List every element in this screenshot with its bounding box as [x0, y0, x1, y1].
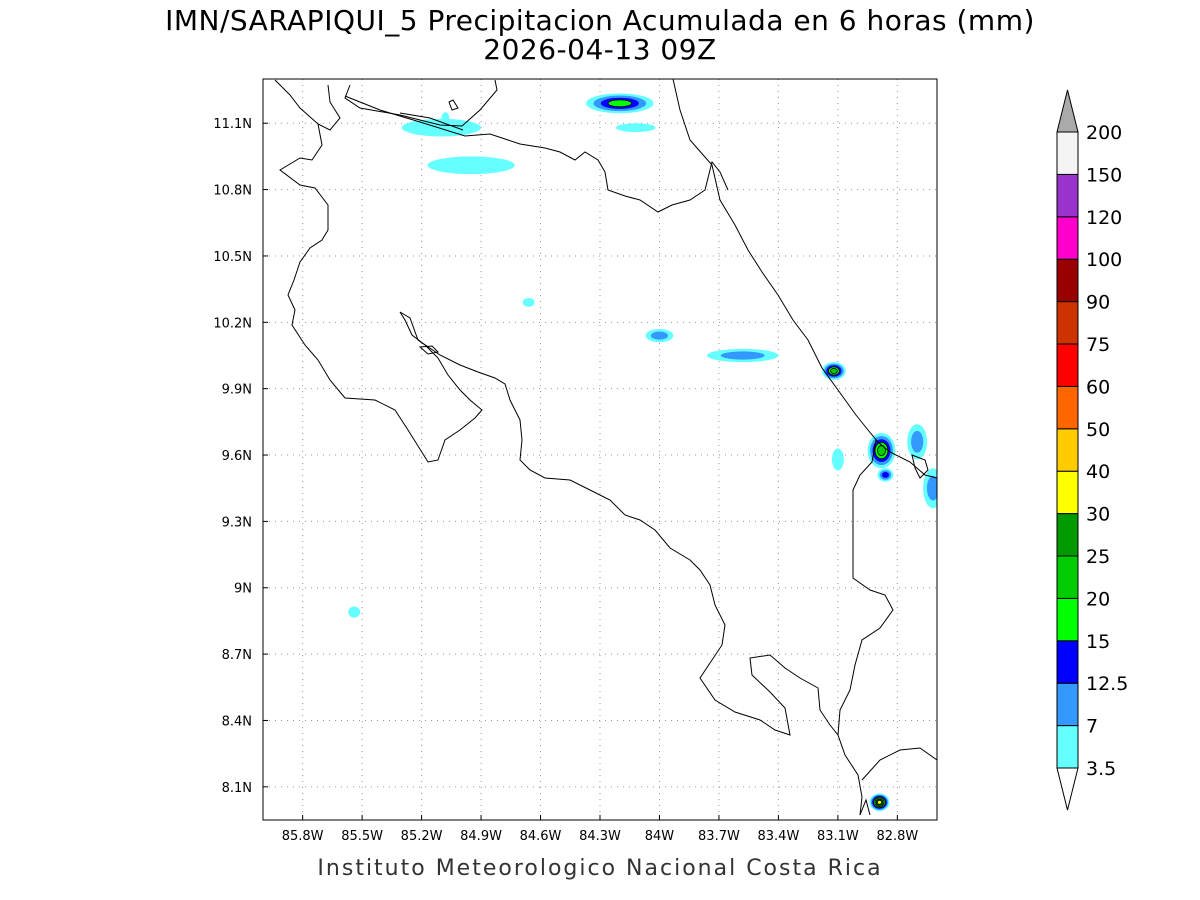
- lon-tick-label: 85.5W: [341, 829, 383, 844]
- lon-tick-label: 84.3W: [579, 829, 621, 844]
- colorbar-label: 50: [1086, 419, 1110, 441]
- northern-island: [448, 99, 459, 111]
- colorbar-label: 60: [1086, 376, 1110, 398]
- lake-nicaragua-shore: [399, 112, 464, 131]
- panama-coast-bottom: [859, 798, 871, 816]
- lat-tick-label: 10.2N: [213, 316, 252, 331]
- colorbar-swatch: [1056, 725, 1079, 769]
- lat-tick-label: 9.3N: [222, 515, 252, 530]
- precip-cell: [607, 99, 632, 108]
- colorbar-swatch: [1056, 258, 1079, 303]
- colorbar-label: 200: [1086, 122, 1122, 144]
- lat-tick-label: 10.5N: [213, 250, 252, 265]
- precip-cell: [615, 123, 656, 133]
- colorbar-swatch: [1056, 640, 1079, 684]
- colorbar-label: 15: [1086, 631, 1110, 653]
- lat-tick-label: 9N: [234, 582, 252, 597]
- colorbar-swatch: [1056, 301, 1079, 345]
- lat-tick-label: 8.7N: [222, 648, 252, 663]
- colorbar-swatch: [1056, 385, 1079, 430]
- lon-tick-label: 84W: [645, 829, 675, 844]
- colorbar-swatch: [1056, 555, 1079, 599]
- lon-tick-label: 85.8W: [282, 829, 324, 844]
- lon-tick-label: 84.6W: [520, 829, 562, 844]
- gulf-nicoya: [399, 311, 839, 736]
- coastline-borders: [274, 79, 937, 816]
- precip-cell: [650, 331, 669, 340]
- colorbar-label: 40: [1086, 461, 1110, 483]
- lat-tick-label: 8.4N: [222, 714, 252, 729]
- lon-tick-label: 84.9W: [460, 829, 502, 844]
- lon-tick-label: 83.7W: [698, 829, 740, 844]
- north-border: [344, 95, 729, 213]
- colorbar-label: 90: [1086, 292, 1110, 314]
- plot-frame: [262, 78, 938, 821]
- precip-cell: [911, 430, 924, 453]
- colorbar-swatch: [1056, 173, 1079, 218]
- precip-cell: [830, 368, 838, 374]
- precip-cell: [831, 448, 844, 471]
- map-title: IMN/SARAPIQUI_5 Precipitacion Acumulada …: [165, 4, 1035, 37]
- credit-text: Instituto Meteorologico Nacional Costa R…: [317, 856, 883, 881]
- colorbar-label: 100: [1086, 249, 1122, 271]
- precip-cell: [427, 156, 515, 175]
- caribbean-coast: [672, 79, 937, 479]
- latitude-tick-labels: 11.1N 10.8N 10.5N 10.2N 9.9N 9.6N 9.3N 9N 8.7N 8.…: [213, 117, 252, 796]
- precip-cell: [926, 475, 937, 501]
- colorbar-max-arrow: [1056, 89, 1079, 133]
- colorbar-swatch: [1056, 216, 1079, 260]
- colorbar-label: 7: [1086, 716, 1098, 738]
- colorbar-label: 150: [1086, 164, 1122, 186]
- colorbar-swatch: [1056, 343, 1079, 387]
- map-subtitle: 2026-04-13 09Z: [483, 33, 717, 66]
- nicaragua-border: [274, 79, 341, 131]
- colorbar-label: 120: [1086, 207, 1122, 229]
- lat-tick-label: 10.8N: [213, 184, 252, 199]
- colorbar-label: 3.5: [1086, 758, 1116, 780]
- colorbar-label: 25: [1086, 546, 1110, 568]
- lat-tick-label: 8.1N: [222, 781, 252, 796]
- lake-edge: [344, 79, 498, 127]
- bocas-del-toro: [911, 454, 929, 479]
- colorbar-label: 12.5: [1086, 673, 1128, 695]
- colorbar-legend: 3.5 7 12.5 15 20 25 30 40 50 60 75 90 100 120 150 200: [1056, 89, 1128, 811]
- lon-tick-label: 83.4W: [758, 829, 800, 844]
- precip-cell: [401, 118, 482, 137]
- precipitation-field: [348, 93, 937, 812]
- panama-coast-south: [861, 747, 937, 781]
- longitude-tick-labels: 85.8W 85.5W 85.2W 84.9W 84.6W 84.3W 84W 83.7W 83…: [282, 829, 919, 844]
- precip-cell: [522, 297, 535, 307]
- lat-tick-label: 11.1N: [213, 117, 252, 132]
- colorbar-swatch: [1056, 428, 1079, 472]
- lon-tick-label: 85.2W: [401, 829, 443, 844]
- panama-border: [837, 439, 894, 816]
- colorbar-swatch: [1056, 682, 1079, 727]
- lon-tick-label: 83.1W: [817, 829, 859, 844]
- precip-cell: [720, 351, 765, 360]
- colorbar-swatch: [1056, 513, 1079, 557]
- precip-cell: [881, 471, 889, 478]
- lat-tick-label: 9.9N: [222, 383, 252, 398]
- colorbar-label: 75: [1086, 334, 1110, 356]
- lon-tick-label: 82.8W: [876, 829, 918, 844]
- precip-cell: [877, 799, 882, 805]
- precip-cell: [348, 606, 361, 618]
- colorbar-swatch: [1056, 470, 1079, 515]
- colorbar-label: 30: [1086, 504, 1110, 526]
- colorbar-label: 20: [1086, 588, 1110, 610]
- pacific-coast-north: [279, 123, 483, 463]
- colorbar-swatch: [1056, 131, 1079, 175]
- lat-tick-label: 9.6N: [222, 449, 252, 464]
- colorbar-swatch: [1056, 597, 1079, 642]
- graticule: [263, 79, 937, 820]
- precip-cell: [441, 112, 450, 126]
- colorbar-min-arrow: [1056, 767, 1079, 811]
